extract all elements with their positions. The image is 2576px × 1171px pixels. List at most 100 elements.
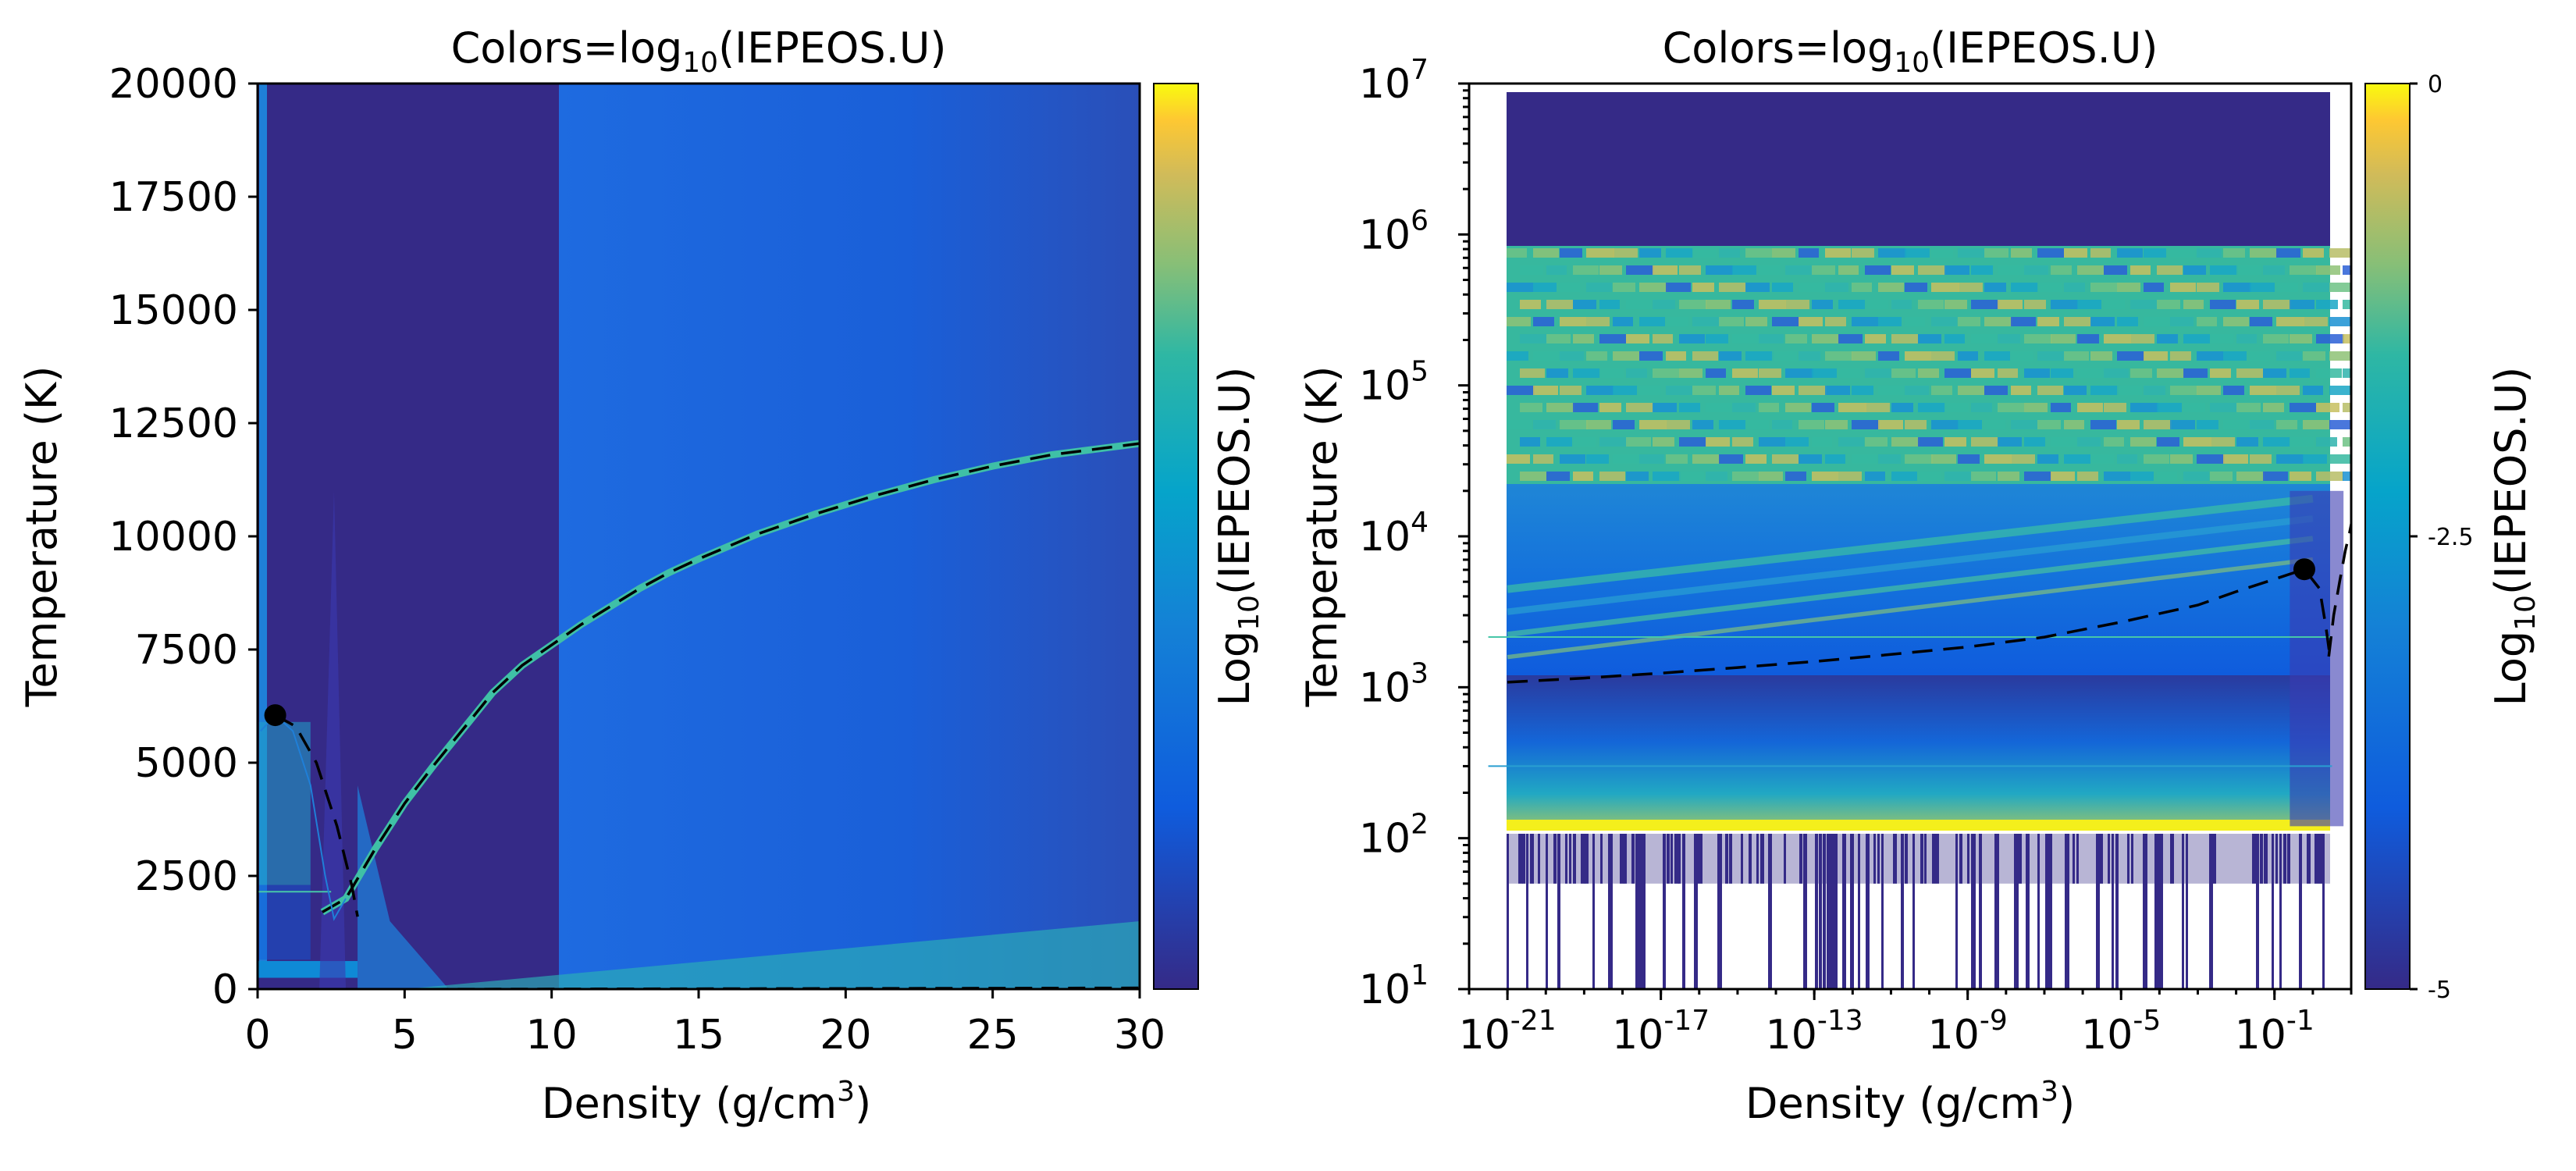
left-y-tick-label: 15000 [109, 287, 238, 334]
right-oscillation-cell [1944, 265, 1969, 275]
right-oscillation-cell [2210, 334, 2233, 343]
right-oscillation-cell [1759, 368, 1781, 378]
right-oscillation-cell [1679, 334, 1705, 343]
right-oscillation-cell [2144, 386, 2165, 395]
right-oscillation-cell [2104, 300, 2125, 309]
right-oscillation-cell [1852, 248, 1874, 258]
left-chart: 0 5 10 15 20 25 30 025005000750010000125001500… [17, 23, 1265, 1128]
right-oscillation-cell [1891, 368, 1916, 378]
right-oscillation-cell [1931, 317, 1957, 326]
right-oscillation-cell [1666, 283, 1691, 292]
right-oscillation-cell [1719, 351, 1742, 361]
right-oscillation-cell [1772, 248, 1795, 258]
right-colorbar-tick-label: -5 [2428, 977, 2451, 1004]
right-oscillation-cell [2051, 437, 2077, 447]
right-oscillation-cell [2316, 437, 2337, 447]
right-oscillation-cell [2037, 317, 2059, 326]
right-oscillation-cell [1905, 454, 1933, 464]
right-y-axis-label: Temperature (K) [1297, 366, 1347, 708]
right-y-tick-label: 103 [1359, 657, 1429, 711]
right-colorbar-label: Log10(IEPEOS.U) [2486, 367, 2542, 707]
left-y-axis-label: Temperature (K) [17, 366, 66, 708]
right-oscillation-cell [1613, 317, 1633, 326]
right-heatmap-yellow-edge [1507, 820, 2330, 831]
right-oscillation-cell [1918, 265, 1946, 275]
right-oscillation-cell [2090, 420, 2116, 429]
right-oscillation-cell [1732, 437, 1753, 447]
right-oscillation-cell [1679, 472, 1704, 481]
right-heatmap [1489, 92, 2370, 989]
right-oscillation-cell [1878, 420, 1903, 429]
right-oscillation-cell [1772, 420, 1792, 429]
right-oscillation-cell [1812, 265, 1835, 275]
right-oscillation-cell [1692, 283, 1714, 292]
left-x-tick-label: 15 [673, 1012, 724, 1059]
right-oscillation-cell [1613, 420, 1635, 429]
right-oscillation-cell [2343, 368, 2365, 378]
right-oscillation-cell [1626, 334, 1649, 343]
right-oscillation-cell [2037, 420, 2061, 429]
right-oscillation-cell [2144, 317, 2170, 326]
right-oscillation-cell [1812, 437, 1832, 447]
right-oscillation-cell [2011, 351, 2033, 361]
right-oscillation-cell [1653, 472, 1681, 481]
right-oscillation-cell [2170, 420, 2195, 429]
right-oscillation-cell [1719, 248, 1740, 258]
right-oscillation-cell [2250, 248, 2277, 258]
right-oscillation-cell [1732, 265, 1756, 275]
right-oscillation-cell [1865, 403, 1890, 412]
right-oscillation-cell [1825, 283, 1848, 292]
right-oscillation-cell [2077, 472, 2098, 481]
right-oscillation-cell [2303, 386, 2323, 395]
right-oscillation-cell [1560, 420, 1588, 429]
right-oscillation-cell [2064, 317, 2091, 326]
right-oscillation-cell [2051, 334, 2076, 343]
right-oscillation-cell [2236, 403, 2261, 412]
right-oscillation-cell [2024, 403, 2048, 412]
right-chart: 10-21 10-17 10-13 10-9 10-5 10-1 101102103104… [1297, 23, 2542, 1128]
right-oscillation-cell [1772, 351, 1797, 361]
right-colorbar [2365, 84, 2410, 989]
right-oscillation-cell [2223, 386, 2244, 395]
right-oscillation-cell [1799, 454, 1822, 464]
right-oscillation-cell [2183, 334, 2210, 343]
right-oscillation-cell [1971, 472, 1996, 481]
right-oscillation-cell [2011, 317, 2036, 326]
right-oscillation-cell [2329, 283, 2354, 292]
right-oscillation-cell [2077, 300, 2101, 309]
right-oscillation-cell [1679, 437, 1706, 447]
right-colorbar-tick-label: -2.5 [2428, 524, 2474, 551]
right-oscillation-cell [1639, 420, 1667, 429]
right-oscillation-cell [1759, 334, 1784, 343]
right-oscillation-cell [2117, 420, 2140, 429]
right-oscillation-cell [2236, 368, 2263, 378]
right-x-tick-label: 10-5 [2081, 1005, 2161, 1059]
right-oscillation-cell [2329, 420, 2353, 429]
right-oscillation-cell [1586, 454, 1609, 464]
right-oscillation-cell [2210, 368, 2231, 378]
right-oscillation-cell [2117, 283, 2140, 292]
right-oscillation-cell [1586, 283, 1612, 292]
right-oscillation-cell [1546, 368, 1568, 378]
right-oscillation-cell [1944, 403, 1969, 412]
right-oscillation-cell [2077, 437, 2101, 447]
right-heatmap-lowtemp-bars [1507, 834, 2330, 989]
right-oscillation-cell [2064, 283, 2085, 292]
right-oscillation-cell [2223, 317, 2249, 326]
right-oscillation-cell [1533, 248, 1559, 258]
right-oscillation-cell [1931, 248, 1953, 258]
right-oscillation-cell [1745, 420, 1769, 429]
right-oscillation-cell [1759, 437, 1785, 447]
right-oscillation-cell [2170, 454, 2193, 464]
right-oscillation-cell [1507, 454, 1530, 464]
right-oscillation-cell [1958, 283, 1983, 292]
right-heatmap-top-band [1507, 92, 2330, 248]
right-oscillation-cell [1666, 454, 1688, 464]
right-oscillation-cell [1891, 334, 1918, 343]
right-oscillation-cell [1998, 368, 2018, 378]
right-oscillation-cell [1560, 317, 1586, 326]
right-oscillation-cell [2290, 265, 2317, 275]
right-oscillation-cell [2157, 300, 2180, 309]
right-oscillation-cell [1838, 368, 1860, 378]
right-oscillation-cell [1586, 351, 1607, 361]
